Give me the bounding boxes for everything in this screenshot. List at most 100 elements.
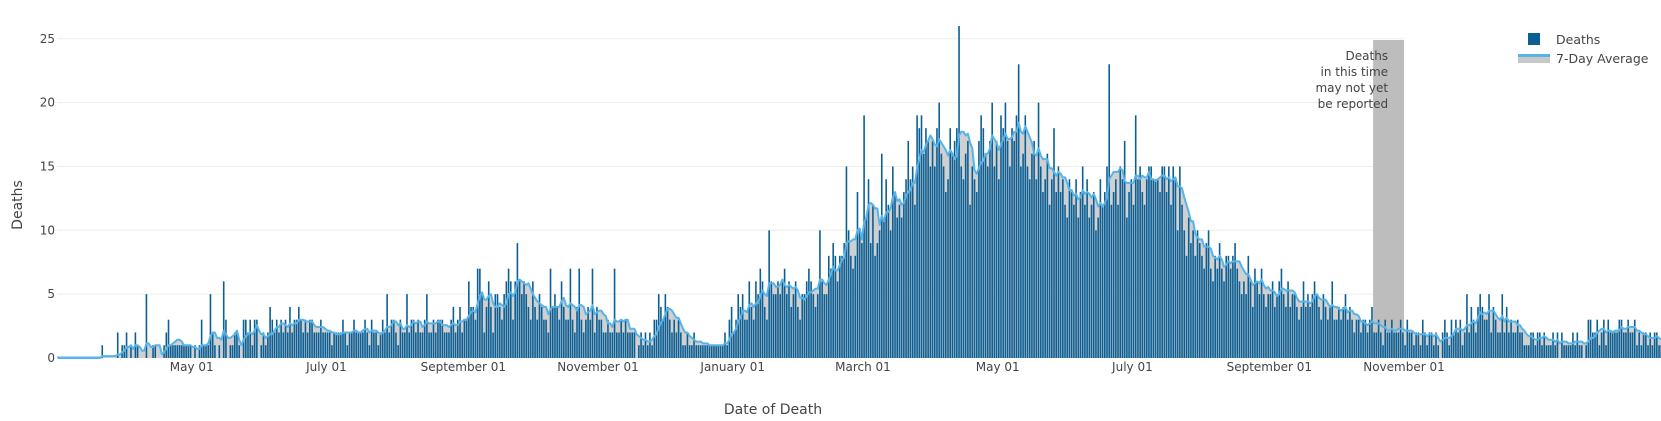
deaths-bar [613,268,616,358]
deaths-bar [1099,179,1102,358]
deaths-bar [388,332,391,358]
deaths-bar [1578,345,1581,358]
y-axis-title: Deaths [10,180,26,230]
annotation-line: Deaths [1346,49,1389,63]
deaths-bar [532,281,534,358]
deaths-bar [1516,319,1519,358]
deaths-bar [1459,319,1462,358]
deaths-bar [1028,179,1031,358]
deaths-bar [392,319,395,358]
deaths-bar [1327,319,1329,358]
deaths-bar [1479,294,1481,358]
deaths-bar [1567,345,1570,358]
deaths-bar [836,281,839,358]
deaths-bar [1064,204,1066,358]
deaths-bar [1505,306,1508,358]
deaths-bar [1547,345,1550,358]
deaths-bar [892,166,894,358]
deaths-bar [755,281,757,358]
deaths-bar [364,319,366,358]
deaths-bar [772,294,775,358]
deaths-bar [682,345,684,358]
deaths-bar [1455,319,1457,358]
deaths-bar [419,332,422,358]
deaths-bar [1009,166,1011,358]
deaths-bar [441,319,444,358]
deaths-bar [1318,306,1320,358]
deaths-bar [1576,332,1579,358]
deaths-bar [609,332,611,358]
deaths-bar [618,332,620,358]
deaths-bar [1426,345,1428,358]
deaths-bar [490,306,492,358]
deaths-bar [737,294,740,358]
deaths-bar [1156,179,1159,358]
deaths-bar [1179,166,1181,358]
deaths-bar [677,319,680,358]
deaths-bar [1563,345,1565,358]
deaths-bar [998,179,1000,358]
deaths-bar [768,230,770,358]
deaths-bar [1552,332,1554,358]
deaths-bar [304,319,307,358]
deaths-bar [1435,332,1437,358]
deaths-bar [503,294,505,358]
deaths-bar [1251,306,1254,358]
deaths-bar [331,345,333,358]
deaths-bar [1397,332,1400,358]
deaths-bar [1172,166,1175,358]
deaths-bar [152,345,154,358]
deaths-bar [1349,306,1351,358]
deaths-bar [1269,294,1272,358]
deaths-bar [916,115,918,358]
deaths-bar [810,281,812,358]
deaths-bar [428,332,430,358]
legend-label-average: 7-Day Average [1556,51,1649,66]
deaths-bar [454,332,457,358]
deaths-bar [514,281,516,358]
deaths-bar [1260,268,1263,358]
deaths-bar [1329,306,1331,358]
deaths-bar [911,166,914,358]
deaths-bar [476,268,479,358]
deaths-bar [185,345,187,358]
deaths-bar [293,319,296,358]
deaths-bar [101,345,104,358]
deaths-bar [1375,332,1378,358]
deaths-bar [560,281,563,358]
deaths-bar [1194,255,1197,358]
deaths-bar [830,268,832,358]
deaths-bar [1413,345,1415,358]
deaths-bar [856,192,859,358]
deaths-bar [1598,345,1601,358]
deaths-bar [306,332,309,358]
deaths-bar [1205,243,1208,358]
deaths-bar [178,345,181,358]
deaths-bar [1015,115,1018,358]
deaths-bar [907,140,910,358]
deaths-bar [1600,332,1603,358]
deaths-bar [964,153,967,358]
deaths-bar [825,294,828,358]
deaths-bar [1006,140,1009,358]
deaths-bar [1304,306,1307,358]
deaths-bar [317,332,320,358]
deaths-bar [1631,332,1634,358]
deaths-bar [1556,332,1559,358]
deaths-bar [1218,243,1221,358]
deaths-bar [1300,306,1303,358]
deaths-bar [781,281,784,358]
deaths-bar [1410,332,1413,358]
deaths-bar [459,306,461,358]
deaths-bar [125,332,128,358]
deaths-bar [1494,319,1497,358]
deaths-bar [1393,332,1395,358]
deaths-bar [951,153,954,358]
deaths-bar [867,179,870,358]
deaths-bar [1117,204,1119,358]
deaths-bar [713,345,715,358]
deaths-bar [574,332,576,358]
deaths-bar [154,345,157,358]
deaths-bar [1057,166,1060,358]
deaths-bar [620,319,622,358]
